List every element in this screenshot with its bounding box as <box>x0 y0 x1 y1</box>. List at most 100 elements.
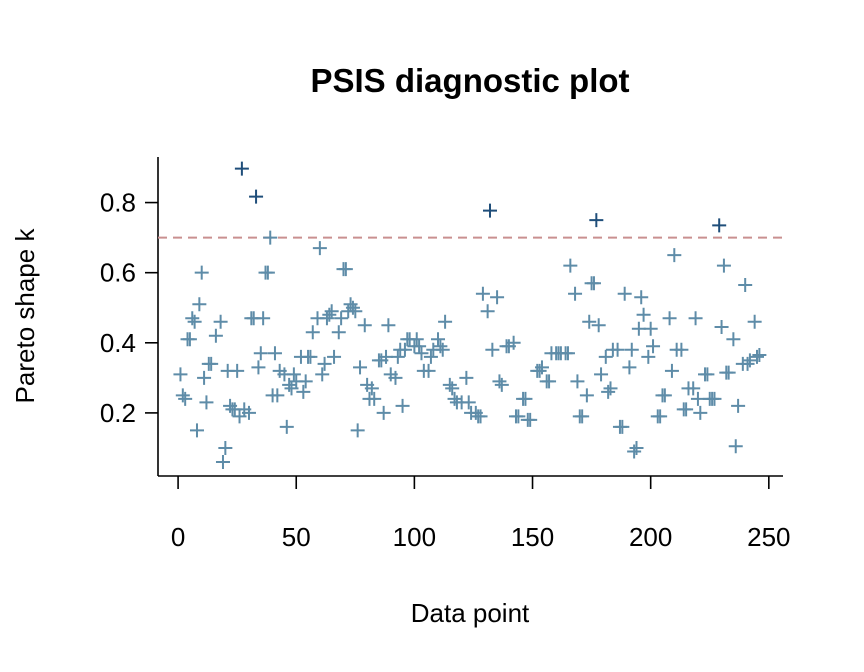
point <box>218 440 233 455</box>
point <box>423 349 438 364</box>
point <box>435 342 450 357</box>
point <box>204 356 219 371</box>
point <box>381 318 396 333</box>
point <box>575 409 590 424</box>
point <box>591 318 606 333</box>
point <box>622 360 637 375</box>
point <box>563 258 578 273</box>
point <box>234 161 249 176</box>
point <box>260 265 275 280</box>
point <box>627 444 642 459</box>
point <box>305 325 320 340</box>
point <box>664 363 679 378</box>
point <box>175 388 190 403</box>
point <box>215 454 230 469</box>
point <box>395 398 410 413</box>
point <box>473 409 488 424</box>
point <box>490 290 505 305</box>
point <box>324 304 339 319</box>
point <box>412 339 427 354</box>
point <box>253 346 268 361</box>
point <box>594 367 609 382</box>
point <box>693 405 708 420</box>
point <box>431 332 446 347</box>
point <box>334 311 349 326</box>
point <box>270 388 285 403</box>
point <box>345 300 360 315</box>
point <box>646 339 661 354</box>
point <box>445 381 460 396</box>
point <box>643 321 658 336</box>
point <box>249 189 264 204</box>
point <box>674 342 689 357</box>
point <box>433 339 448 354</box>
point <box>353 360 368 375</box>
point <box>542 374 557 389</box>
point <box>534 360 549 375</box>
point <box>747 314 762 329</box>
point <box>726 332 741 347</box>
x-tick-label: 100 <box>393 522 436 552</box>
point <box>750 349 765 364</box>
point <box>716 258 731 273</box>
point <box>752 348 767 363</box>
point <box>740 356 755 371</box>
point <box>189 423 204 438</box>
point <box>480 304 495 319</box>
y-tick-label: 0.6 <box>100 258 136 288</box>
point <box>568 286 583 301</box>
point <box>397 342 412 357</box>
point <box>631 321 646 336</box>
point <box>388 370 403 385</box>
x-tick-label: 50 <box>282 522 311 552</box>
point <box>485 342 500 357</box>
point <box>589 213 604 228</box>
point <box>390 349 405 364</box>
point <box>322 307 337 322</box>
point <box>712 218 727 233</box>
point <box>298 374 313 389</box>
point <box>421 363 436 378</box>
point <box>442 377 457 392</box>
point <box>532 363 547 378</box>
x-tick-label: 0 <box>171 522 185 552</box>
point <box>601 384 616 399</box>
x-axis-label: Data point <box>411 598 530 628</box>
point <box>367 391 382 406</box>
point <box>319 311 334 326</box>
point <box>178 391 193 406</box>
point <box>303 349 318 364</box>
point <box>296 384 311 399</box>
point <box>506 335 521 350</box>
point <box>731 398 746 413</box>
point <box>603 381 618 396</box>
point <box>256 311 271 326</box>
point <box>213 314 228 329</box>
point <box>357 318 372 333</box>
point <box>700 367 715 382</box>
point <box>327 349 342 364</box>
point <box>182 332 197 347</box>
point <box>494 377 509 392</box>
point <box>187 314 202 329</box>
point <box>686 381 701 396</box>
point <box>263 230 278 245</box>
point <box>338 262 353 277</box>
point <box>284 381 299 396</box>
point <box>690 391 705 406</box>
point <box>560 346 575 361</box>
point <box>615 419 630 434</box>
point <box>610 342 625 357</box>
point <box>279 419 294 434</box>
point <box>194 265 209 280</box>
point <box>348 304 363 319</box>
y-tick-label: 0.8 <box>100 188 136 218</box>
chart-title: PSIS diagnostic plot <box>310 62 629 99</box>
point <box>350 423 365 438</box>
point <box>343 297 358 312</box>
point <box>197 370 212 385</box>
point <box>438 314 453 329</box>
point <box>492 374 507 389</box>
point <box>251 360 266 375</box>
